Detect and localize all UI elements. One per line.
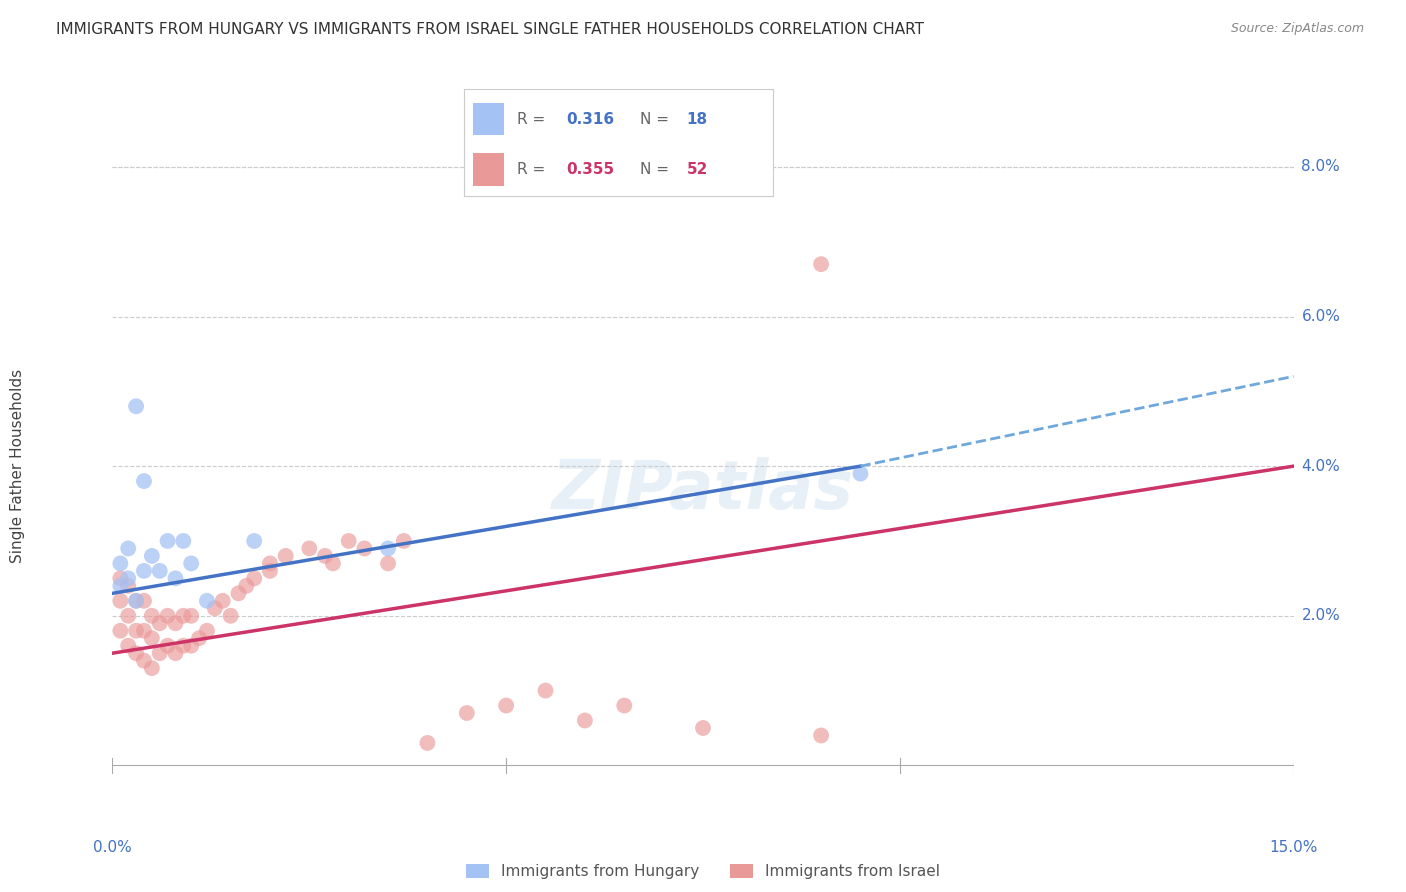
Bar xyxy=(474,103,505,136)
Point xyxy=(117,608,139,623)
Point xyxy=(211,594,233,608)
Point xyxy=(125,399,148,413)
Text: N =: N = xyxy=(640,112,673,127)
Point xyxy=(110,624,132,638)
Point xyxy=(172,608,194,623)
Point xyxy=(110,571,132,585)
Point xyxy=(456,706,478,720)
Point xyxy=(125,594,148,608)
Point xyxy=(110,594,132,608)
Text: 2.0%: 2.0% xyxy=(1302,608,1340,624)
Text: 6.0%: 6.0% xyxy=(1302,309,1340,324)
Point xyxy=(132,564,155,578)
Point xyxy=(228,586,250,600)
Point xyxy=(125,594,148,608)
Point xyxy=(180,639,202,653)
Point xyxy=(132,474,155,488)
Point xyxy=(165,646,187,660)
Point xyxy=(298,541,321,556)
Point xyxy=(149,616,172,631)
Point xyxy=(180,557,202,571)
Point xyxy=(377,541,399,556)
Text: 4.0%: 4.0% xyxy=(1302,458,1340,474)
Point xyxy=(132,624,155,638)
Point xyxy=(243,571,266,585)
Point xyxy=(110,557,132,571)
Text: 18: 18 xyxy=(686,112,707,127)
Point xyxy=(156,608,179,623)
Text: 8.0%: 8.0% xyxy=(1302,160,1340,175)
Point xyxy=(141,631,163,645)
Text: R =: R = xyxy=(516,162,550,177)
Text: N =: N = xyxy=(640,162,673,177)
Legend: Immigrants from Hungary, Immigrants from Israel: Immigrants from Hungary, Immigrants from… xyxy=(460,858,946,886)
Point xyxy=(259,564,281,578)
Text: ZIPatlas: ZIPatlas xyxy=(553,457,853,523)
Point xyxy=(117,639,139,653)
Text: Single Father Households: Single Father Households xyxy=(10,369,25,563)
Point xyxy=(141,661,163,675)
Point xyxy=(165,616,187,631)
Point xyxy=(259,557,281,571)
Point xyxy=(132,654,155,668)
Point xyxy=(156,639,179,653)
Point xyxy=(125,646,148,660)
Point xyxy=(274,549,297,563)
Point xyxy=(125,624,148,638)
Bar xyxy=(474,153,505,186)
Text: 0.355: 0.355 xyxy=(567,162,614,177)
Point xyxy=(243,533,266,548)
Point xyxy=(810,729,832,743)
Point xyxy=(141,549,163,563)
Point xyxy=(392,533,415,548)
Point xyxy=(132,594,155,608)
Point xyxy=(314,549,336,563)
Text: Source: ZipAtlas.com: Source: ZipAtlas.com xyxy=(1230,22,1364,36)
Point xyxy=(172,533,194,548)
Point xyxy=(156,533,179,548)
Point xyxy=(204,601,226,615)
Text: IMMIGRANTS FROM HUNGARY VS IMMIGRANTS FROM ISRAEL SINGLE FATHER HOUSEHOLDS CORRE: IMMIGRANTS FROM HUNGARY VS IMMIGRANTS FR… xyxy=(56,22,924,37)
Point xyxy=(337,533,360,548)
Point xyxy=(188,631,211,645)
Point xyxy=(165,571,187,585)
Point xyxy=(810,257,832,271)
Point xyxy=(117,541,139,556)
Point xyxy=(353,541,375,556)
Point xyxy=(117,571,139,585)
Point xyxy=(534,683,557,698)
Point xyxy=(195,594,218,608)
Point xyxy=(322,557,344,571)
Point xyxy=(195,624,218,638)
Point xyxy=(149,646,172,660)
Point xyxy=(149,564,172,578)
Point xyxy=(692,721,714,735)
Point xyxy=(235,579,257,593)
Point xyxy=(849,467,872,481)
Point xyxy=(110,579,132,593)
Text: R =: R = xyxy=(516,112,550,127)
Point xyxy=(141,608,163,623)
Text: 0.316: 0.316 xyxy=(567,112,614,127)
Point xyxy=(377,557,399,571)
Point xyxy=(172,639,194,653)
Point xyxy=(574,714,596,728)
Text: 0.0%: 0.0% xyxy=(93,840,132,855)
Text: 15.0%: 15.0% xyxy=(1270,840,1317,855)
Point xyxy=(219,608,242,623)
Point xyxy=(180,608,202,623)
Point xyxy=(495,698,517,713)
Text: 52: 52 xyxy=(686,162,709,177)
Point xyxy=(117,579,139,593)
Point xyxy=(416,736,439,750)
Point xyxy=(613,698,636,713)
